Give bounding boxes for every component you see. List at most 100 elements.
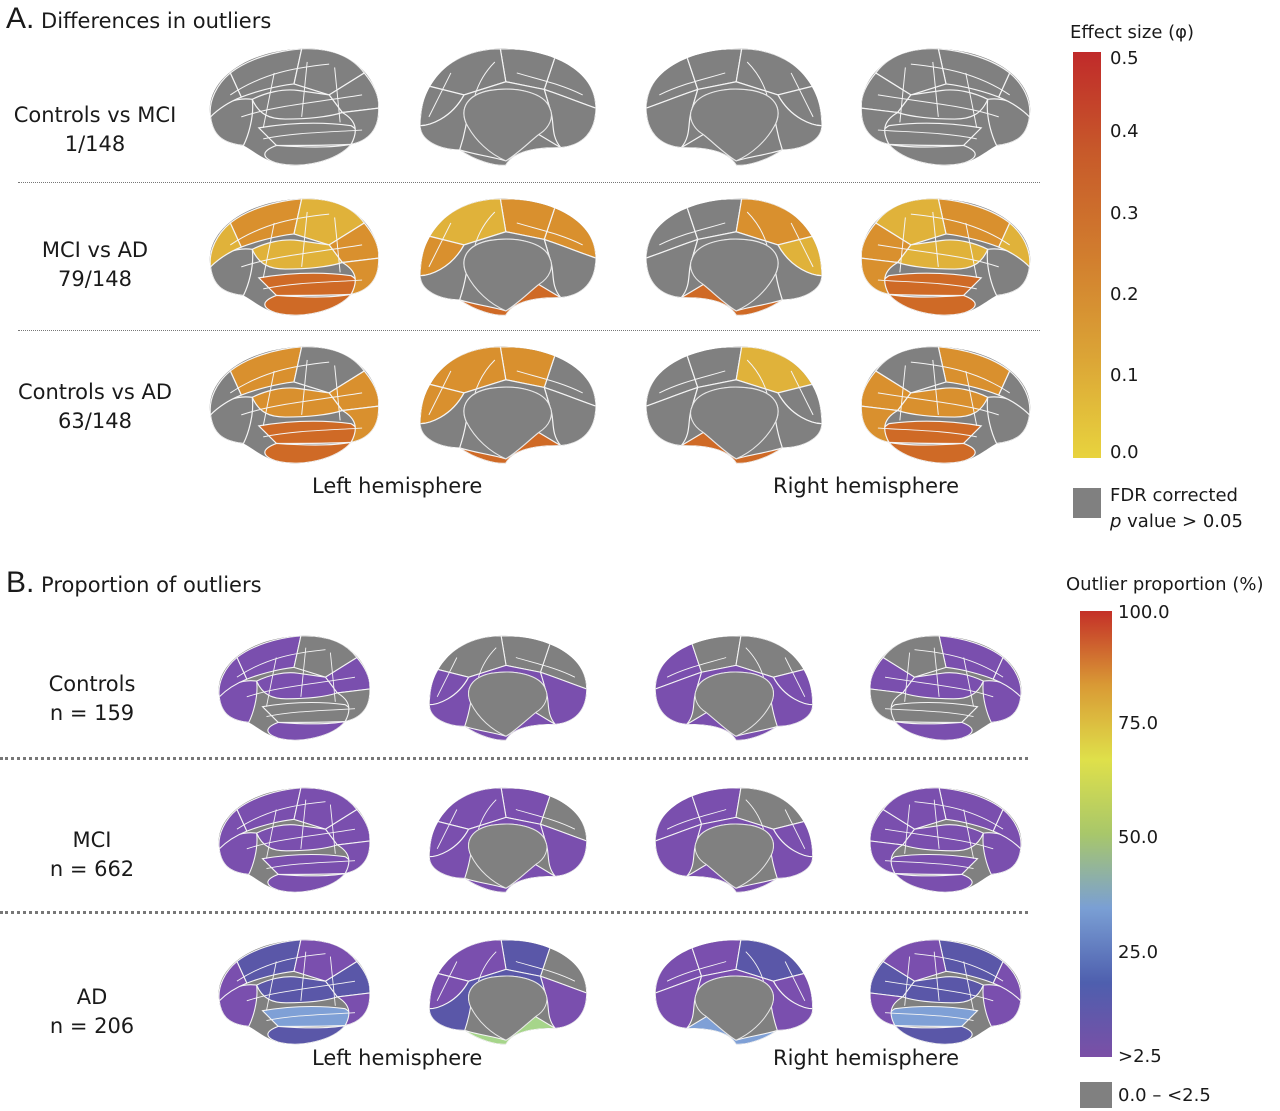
brain-region bbox=[887, 293, 976, 316]
left-medial-brain bbox=[429, 787, 587, 893]
brain-region bbox=[257, 122, 359, 147]
sulcus-line bbox=[474, 359, 496, 394]
below-threshold-swatch bbox=[1080, 1082, 1112, 1108]
sulcus-line bbox=[899, 67, 906, 123]
sulcus-line bbox=[300, 951, 307, 1001]
sulcus-line bbox=[666, 961, 727, 982]
medial-wall bbox=[690, 386, 779, 460]
row-divider bbox=[0, 757, 1028, 760]
row-label-a3: Controls vs AD 63/148 bbox=[0, 378, 190, 436]
brain-region bbox=[543, 88, 596, 149]
brain-region bbox=[646, 238, 699, 299]
sulcus-line bbox=[933, 647, 940, 697]
left-lateral-brain bbox=[209, 346, 379, 464]
sulcus-line bbox=[932, 359, 939, 415]
panel-a-letter: A. bbox=[6, 2, 35, 35]
sulcus-line bbox=[474, 211, 496, 246]
brain-region bbox=[267, 1024, 347, 1045]
sulcus-line bbox=[877, 392, 999, 416]
outlier-proportion-tick: 50.0 bbox=[1118, 827, 1159, 848]
outlier-proportion-colorbar bbox=[1080, 611, 1112, 1057]
medial-wall bbox=[463, 88, 552, 162]
brain-region bbox=[992, 656, 1022, 699]
sulcus-line bbox=[659, 222, 726, 246]
medial-wall bbox=[463, 238, 552, 312]
brain-region bbox=[888, 702, 979, 723]
left-lateral-brain bbox=[218, 635, 370, 741]
sulcus-line bbox=[884, 676, 994, 698]
brain-region bbox=[881, 420, 983, 445]
sulcus-line bbox=[666, 809, 727, 830]
sulcus-line bbox=[263, 279, 363, 290]
sulcus-line bbox=[933, 799, 940, 849]
sulcus-line bbox=[745, 951, 764, 982]
panel-b-letter: B. bbox=[6, 566, 35, 599]
row-b2-count: n = 662 bbox=[49, 857, 135, 881]
row-label-a1: Controls vs MCI 1/148 bbox=[0, 101, 190, 159]
brain-region bbox=[893, 720, 973, 741]
sulcus-line bbox=[899, 365, 906, 421]
sulcus-line bbox=[334, 67, 341, 123]
brain-region bbox=[870, 992, 905, 1027]
brain-region bbox=[267, 872, 347, 893]
right-lateral-brain bbox=[861, 48, 1031, 166]
sulcus-line bbox=[266, 708, 356, 717]
brain-region bbox=[218, 808, 248, 851]
sulcus-line bbox=[884, 1012, 974, 1021]
sulcus-line bbox=[784, 809, 806, 850]
sulcus-line bbox=[516, 370, 583, 394]
sulcus-line bbox=[266, 809, 277, 859]
outlier-proportion-tick: 75.0 bbox=[1118, 713, 1159, 734]
left-medial-brain bbox=[420, 198, 596, 316]
brain-region bbox=[539, 823, 587, 877]
sulcus-line bbox=[963, 809, 974, 859]
row-a2-count: 79/148 bbox=[58, 267, 132, 291]
sulcus-line bbox=[746, 211, 768, 246]
brain-region bbox=[218, 656, 248, 699]
sulcus-line bbox=[933, 951, 940, 1001]
right-lateral-brain bbox=[861, 198, 1031, 316]
right-medial-brain bbox=[646, 346, 822, 464]
sulcus-line bbox=[877, 94, 999, 118]
nonsignificant-label-line1: FDR corrected bbox=[1110, 485, 1238, 506]
panel-a-title-text: Differences in outliers bbox=[41, 9, 272, 33]
brain-region bbox=[340, 107, 379, 146]
outlier-proportion-tick: 25.0 bbox=[1118, 942, 1159, 963]
sulcus-line bbox=[904, 956, 911, 1006]
sulcus-line bbox=[236, 649, 326, 678]
left-hemisphere-label-b: Left hemisphere bbox=[312, 1046, 483, 1070]
sulcus-line bbox=[963, 961, 974, 1011]
sulcus-line bbox=[478, 799, 497, 830]
row-b3-group: AD bbox=[76, 985, 108, 1009]
sulcus-line bbox=[904, 804, 911, 854]
sulcus-line bbox=[263, 427, 363, 438]
right-hemisphere-label-a: Right hemisphere bbox=[773, 474, 960, 498]
brain-region bbox=[209, 221, 243, 269]
nonsignificant-label-line2: p value > 0.05 bbox=[1110, 511, 1243, 532]
brain-region bbox=[539, 671, 587, 725]
brain-region bbox=[264, 143, 353, 166]
brain-region bbox=[340, 257, 379, 296]
sulcus-line bbox=[659, 370, 726, 394]
sulcus-line bbox=[910, 213, 1010, 246]
brain-region bbox=[335, 840, 370, 875]
brain-region bbox=[646, 386, 699, 447]
sulcus-line bbox=[784, 657, 806, 698]
brain-region bbox=[340, 405, 379, 444]
brain-region bbox=[261, 854, 352, 875]
row-a1-count: 1/148 bbox=[64, 132, 126, 156]
sulcus-line bbox=[659, 72, 726, 96]
panel-b-title: B. Proportion of outliers bbox=[6, 566, 262, 600]
right-medial-brain bbox=[646, 198, 822, 316]
sulcus-line bbox=[266, 1012, 356, 1021]
left-lateral-brain bbox=[218, 939, 370, 1045]
sulcus-line bbox=[266, 657, 277, 707]
sulcus-line bbox=[884, 980, 994, 1002]
sulcus-line bbox=[266, 961, 277, 1011]
effect-size-tick: 0.5 bbox=[1110, 48, 1139, 69]
sulcus-line bbox=[746, 61, 768, 96]
brain-region bbox=[888, 854, 979, 875]
sulcus-line bbox=[329, 804, 336, 854]
sulcus-line bbox=[301, 211, 308, 267]
brain-region bbox=[655, 975, 703, 1029]
